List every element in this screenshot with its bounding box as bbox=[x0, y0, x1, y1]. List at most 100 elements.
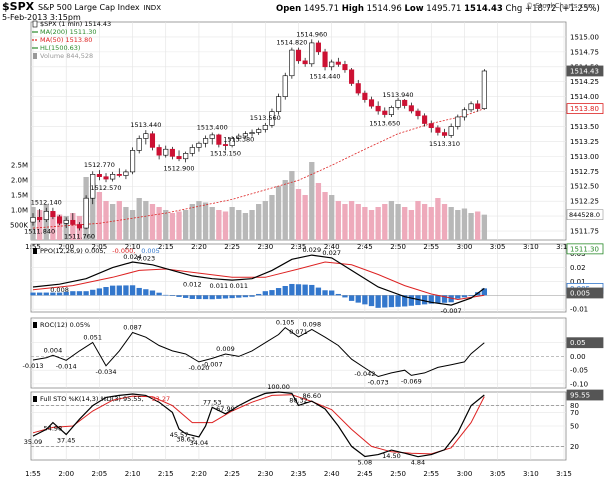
candle bbox=[110, 171, 116, 182]
sto-annotation: 45.57 bbox=[170, 431, 189, 439]
sto-annotation: 34.04 bbox=[190, 439, 209, 447]
volume-bar bbox=[50, 213, 56, 240]
candle bbox=[375, 101, 381, 115]
ppo-histogram-bar bbox=[50, 292, 56, 296]
candle-body bbox=[441, 132, 448, 136]
exchange: INDX bbox=[143, 4, 162, 12]
price-badge: 1513.80 bbox=[570, 105, 599, 113]
ppo-histogram-bar bbox=[202, 295, 209, 300]
volume-bar bbox=[302, 195, 308, 240]
candle bbox=[90, 171, 96, 205]
sto-legend-marker bbox=[33, 396, 37, 402]
price-annotation: 1511.840 bbox=[24, 228, 55, 236]
candle bbox=[123, 169, 129, 180]
x-tick-label-top: 2:30 bbox=[257, 243, 273, 251]
candle-body bbox=[123, 171, 129, 176]
x-tick-label-bottom: 2:25 bbox=[224, 470, 240, 478]
x-tick-label-top: 2:00 bbox=[58, 243, 74, 251]
candle bbox=[196, 141, 202, 152]
volume-bar bbox=[348, 201, 355, 240]
volume-bar bbox=[481, 214, 488, 240]
ppo-hist-value: 0.005 bbox=[141, 247, 160, 255]
volume-bar bbox=[196, 201, 202, 240]
roc-annotation: -0.014 bbox=[56, 362, 77, 370]
volume-bar bbox=[56, 214, 63, 240]
ppo-histogram-bar bbox=[123, 285, 129, 296]
ppo-histogram-bar bbox=[96, 288, 103, 296]
candle bbox=[169, 146, 175, 160]
candle bbox=[269, 108, 275, 128]
candle bbox=[461, 107, 467, 121]
volume-tick-label: 2.0M bbox=[11, 177, 28, 185]
volume-bar bbox=[448, 207, 454, 240]
ppo-annotation: 0.008 bbox=[50, 286, 69, 294]
ppo-histogram-bar bbox=[30, 292, 36, 296]
roc-annotation: 0.004 bbox=[44, 346, 63, 354]
ppo-histogram-bar bbox=[315, 287, 322, 296]
candle-body bbox=[37, 217, 43, 220]
ppo-histogram-bar bbox=[335, 293, 341, 296]
candle-body bbox=[276, 96, 282, 112]
candle bbox=[176, 150, 182, 162]
candle bbox=[368, 96, 375, 109]
candle-body bbox=[415, 110, 421, 117]
candle-body bbox=[428, 123, 434, 129]
candle bbox=[415, 108, 421, 120]
x-tick-label-bottom: 2:55 bbox=[423, 470, 439, 478]
candle-body bbox=[388, 107, 394, 115]
ppo-histogram-bar bbox=[149, 290, 156, 296]
volume-bar bbox=[183, 210, 189, 240]
ppo-histogram-bar bbox=[388, 295, 395, 308]
candle-body bbox=[282, 75, 288, 97]
sto-tick-label: 20 bbox=[570, 443, 579, 451]
symbol: $SPX bbox=[2, 0, 35, 13]
candle-body bbox=[149, 133, 156, 148]
open-label: Open bbox=[276, 4, 302, 14]
volume-bar bbox=[309, 162, 315, 240]
ppo-histogram-bar bbox=[461, 295, 468, 298]
candle bbox=[156, 144, 162, 160]
volume-bar bbox=[382, 204, 388, 240]
roc-annotation: -0.007 bbox=[202, 360, 223, 368]
price-annotation: 1514.960 bbox=[296, 30, 327, 38]
candle bbox=[76, 222, 83, 231]
ppo-histogram-bar bbox=[368, 295, 375, 307]
candle bbox=[276, 93, 282, 115]
candle bbox=[83, 195, 89, 230]
volume-tick-label: 500K bbox=[10, 222, 28, 230]
volume-bar bbox=[209, 207, 215, 240]
volume-tick-label: 2.5M bbox=[11, 162, 28, 170]
ppo-histogram-bar bbox=[289, 283, 295, 296]
x-tick-label-top: 2:05 bbox=[92, 243, 108, 251]
candle-body bbox=[229, 138, 235, 146]
x-tick-label-bottom: 2:10 bbox=[125, 470, 141, 478]
ppo-signal-line bbox=[32, 261, 485, 301]
ppo-histogram-bar bbox=[355, 295, 361, 303]
sto-badge-box bbox=[566, 389, 604, 401]
x-tick-label-top: 2:45 bbox=[357, 243, 373, 251]
candle bbox=[262, 122, 268, 133]
ppo-histogram-bar bbox=[70, 291, 76, 296]
ppo-annotation: 0.023 bbox=[137, 254, 156, 262]
candle-body bbox=[468, 103, 474, 111]
volume-bar bbox=[421, 204, 428, 240]
candle-body bbox=[302, 60, 308, 65]
candle-body bbox=[103, 176, 109, 180]
candle bbox=[189, 144, 195, 157]
candle bbox=[236, 133, 242, 141]
candle-body bbox=[70, 219, 76, 225]
ppo-histogram-bar bbox=[375, 295, 381, 308]
volume-bar bbox=[455, 210, 461, 240]
candle-body bbox=[329, 61, 335, 68]
x-tick-label-top: 2:55 bbox=[423, 243, 439, 251]
ppo-histogram-bar bbox=[76, 291, 83, 296]
ppo-histogram-bar bbox=[295, 284, 302, 296]
candle bbox=[295, 47, 302, 64]
change-value: Chg +18.72 (+1.25%) bbox=[505, 4, 600, 14]
price-annotation: 1513.150 bbox=[210, 149, 241, 157]
ppo-badge: 0.005 bbox=[570, 289, 590, 297]
sto-annotation: 35.09 bbox=[24, 438, 43, 446]
sto-annotation: 14.50 bbox=[382, 452, 401, 460]
volume-bar bbox=[275, 186, 282, 240]
